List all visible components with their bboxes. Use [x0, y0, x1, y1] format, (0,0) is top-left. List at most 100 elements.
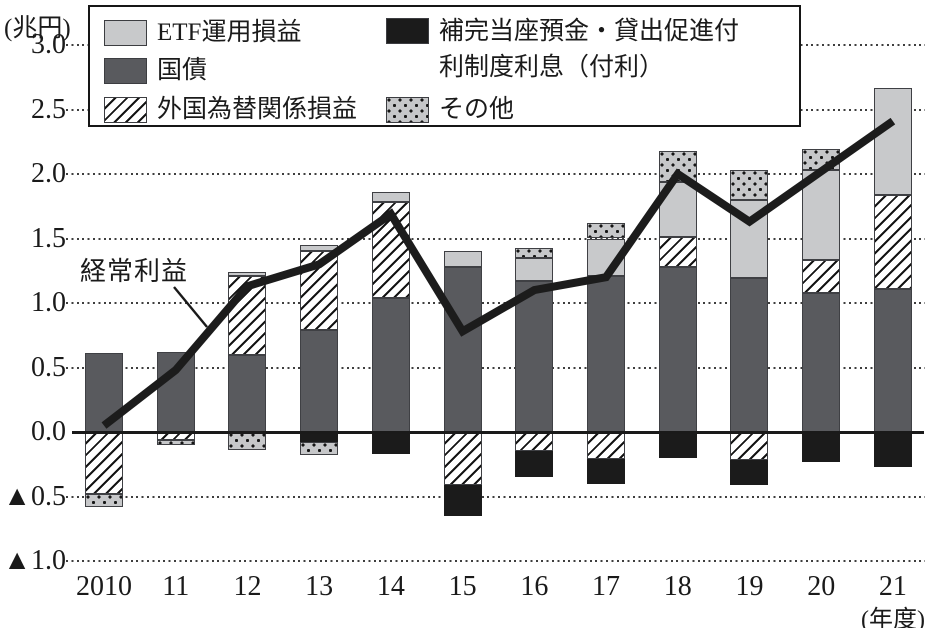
bar-segment-etf-16 — [515, 257, 554, 282]
legend-label-deposit-interest: 補完当座預金・貸出促進付利制度利息（付利） — [439, 18, 740, 81]
bar-segment-etf-12 — [228, 272, 267, 276]
x-tick-14: 14 — [376, 571, 405, 602]
bar-segment-etf-18 — [658, 181, 697, 238]
bar-segment-sonota-13 — [300, 442, 339, 456]
bar-segment-furi-15 — [443, 484, 482, 516]
bar-segment-etf-20 — [802, 170, 841, 261]
bar-segment-gaitame-16 — [515, 432, 554, 452]
x-tick-15: 15 — [448, 571, 477, 602]
y-tick-0.0: 0.0 — [31, 416, 66, 447]
gridline-▲1.0 — [66, 560, 925, 562]
bar-segment-sonota-20 — [802, 149, 841, 171]
x-tick-11: 11 — [162, 571, 190, 602]
legend-label-etf: ETF運用損益 — [157, 19, 302, 46]
bar-segment-furi-21 — [873, 432, 912, 467]
legend-label-other: その他 — [439, 96, 515, 123]
line-series-label: 経常利益 — [80, 257, 189, 286]
bar-segment-furi-13 — [300, 432, 339, 443]
bar-segment-kokusai-20 — [802, 292, 841, 432]
bar-segment-etf-19 — [730, 199, 769, 279]
legend-item-forex: 外国為替関係損益 — [104, 95, 357, 124]
bar-segment-sonota-11 — [156, 439, 195, 445]
bar-segment-gaitame-14 — [371, 202, 410, 298]
bar-segment-kokusai-16 — [515, 281, 554, 432]
bar-segment-gaitame-18 — [658, 237, 697, 267]
bar-segment-furi-19 — [730, 460, 769, 485]
legend-item-etf: ETF運用損益 — [104, 18, 301, 47]
bar-segment-kokusai-13 — [300, 330, 339, 432]
bar-segment-gaitame-19 — [730, 432, 769, 461]
bar-segment-kokusai-14 — [371, 297, 410, 432]
bar-segment-gaitame-13 — [300, 251, 339, 331]
x-tick-21: 21 — [878, 571, 907, 602]
bar-segment-kokusai-17 — [587, 275, 626, 432]
x-tick-16: 16 — [520, 571, 549, 602]
bar-segment-etf-14 — [371, 192, 410, 203]
x-axis-unit-label: (年度) — [861, 607, 925, 628]
bar-segment-furi-14 — [371, 432, 410, 454]
legend-swatch-other — [386, 96, 429, 123]
y-tick-2.0: 2.0 — [31, 158, 66, 189]
gridline-2.0 — [66, 173, 925, 175]
bar-segment-kokusai-19 — [730, 278, 769, 432]
y-tick-0.5: 0.5 — [31, 351, 66, 383]
zero-axis-line — [72, 430, 924, 434]
y-tick-1.5: 1.5 — [31, 222, 66, 254]
bar-segment-furi-20 — [802, 432, 841, 462]
bar-segment-etf-15 — [443, 251, 482, 267]
leader-line — [173, 286, 208, 328]
legend-item-other: その他 — [386, 95, 514, 124]
x-tick-13: 13 — [305, 571, 334, 602]
x-tick-18: 18 — [663, 571, 692, 602]
bar-segment-sonota-17 — [587, 223, 626, 239]
y-tick-▲1.0: ▲1.0 — [3, 545, 66, 576]
gridline-1.5 — [66, 237, 925, 240]
legend-swatch-etf — [104, 19, 147, 46]
bar-segment-sonota-18 — [658, 150, 697, 182]
gridline-0.5 — [66, 366, 925, 369]
bar-segment-sonota-2010 — [85, 493, 123, 507]
legend-item-deposit-interest: 補完当座預金・貸出促進付利制度利息（付利） — [386, 18, 751, 86]
bar-segment-sonota-12 — [228, 432, 267, 451]
bar-segment-kokusai-21 — [873, 288, 912, 432]
y-tick-1.0: 1.0 — [31, 287, 66, 318]
bar-segment-gaitame-20 — [802, 260, 841, 293]
x-tick-12: 12 — [233, 571, 262, 602]
bar-segment-furi-18 — [658, 432, 697, 458]
bar-segment-etf-17 — [587, 238, 626, 276]
gridline-1.0 — [66, 302, 925, 304]
legend: ETF運用損益 国債 外国為替関係損益 補完当座預金・貸出促進付利制度利息（付利… — [88, 5, 801, 127]
y-axis-unit-label: (兆円) — [4, 15, 71, 42]
bar-segment-kokusai-11 — [156, 352, 195, 432]
x-tick-19: 19 — [735, 571, 764, 602]
bar-segment-gaitame-12 — [228, 275, 267, 355]
bar-segment-kokusai-2010 — [85, 353, 123, 432]
bar-segment-sonota-19 — [730, 170, 769, 200]
bar-segment-etf-21 — [873, 87, 912, 195]
y-tick-3.0: 3.0 — [31, 29, 66, 60]
bar-segment-kokusai-15 — [443, 266, 482, 432]
legend-label-jgb: 国債 — [157, 57, 208, 84]
ordinary-profit-line — [101, 117, 896, 429]
x-tick-17: 17 — [592, 571, 621, 602]
gridline-▲0.5 — [66, 495, 925, 498]
legend-label-forex: 外国為替関係損益 — [157, 96, 358, 123]
bar-segment-furi-16 — [515, 451, 554, 478]
bar-segment-gaitame-17 — [587, 432, 626, 460]
legend-swatch-jgb — [104, 57, 147, 84]
bar-segment-sonota-16 — [515, 247, 554, 258]
bar-segment-gaitame-21 — [873, 194, 912, 289]
bar-segment-gaitame-2010 — [85, 432, 123, 494]
bar-segment-etf-13 — [300, 244, 339, 252]
y-tick-▲0.5: ▲0.5 — [3, 480, 66, 512]
y-tick-2.5: 2.5 — [31, 93, 66, 125]
bar-segment-kokusai-18 — [658, 266, 697, 432]
bar-segment-kokusai-12 — [228, 354, 267, 432]
x-tick-20: 20 — [807, 571, 836, 602]
x-tick-2010: 2010 — [76, 571, 132, 602]
legend-swatch-deposit-interest — [386, 18, 429, 44]
legend-swatch-forex — [104, 96, 147, 123]
legend-item-jgb: 国債 — [104, 56, 207, 85]
bar-segment-gaitame-15 — [443, 432, 482, 485]
